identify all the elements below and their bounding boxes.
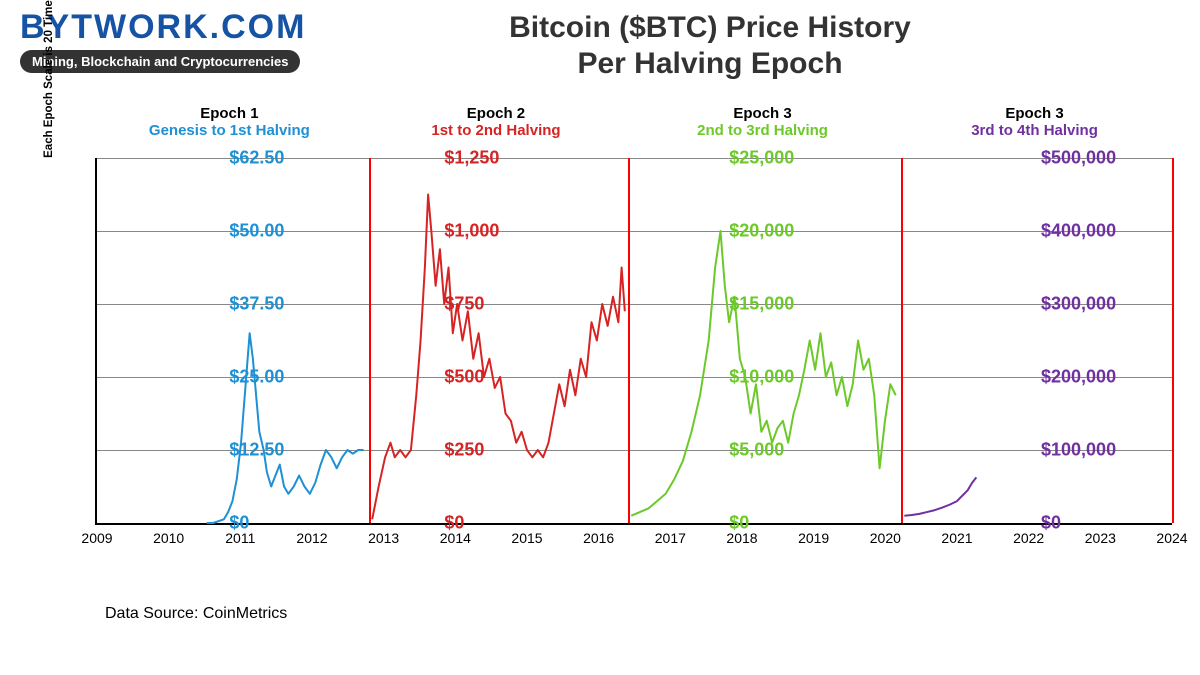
data-source: Data Source: CoinMetrics xyxy=(105,605,287,623)
epoch-header: Epoch 33rd to 4th Halving xyxy=(935,105,1135,139)
epoch-name: Epoch 1 xyxy=(129,105,329,122)
plot-region: 2009201020112012201320142015201620172018… xyxy=(95,158,1172,525)
scale-label: $300,000 xyxy=(1041,294,1116,315)
scale-label: $1,250 xyxy=(444,148,499,169)
epoch-name: Epoch 3 xyxy=(663,105,863,122)
scale-label: $15,000 xyxy=(729,294,794,315)
x-tick: 2016 xyxy=(583,530,614,546)
epoch-header: Epoch 32nd to 3rd Halving xyxy=(663,105,863,139)
scale-label: $0 xyxy=(729,513,749,534)
scale-label: $25,000 xyxy=(729,148,794,169)
scale-label: $100,000 xyxy=(1041,440,1116,461)
scale-label: $200,000 xyxy=(1041,367,1116,388)
epoch-subtitle: 2nd to 3rd Halving xyxy=(663,122,863,139)
x-tick: 2010 xyxy=(153,530,184,546)
price-line xyxy=(904,477,976,515)
scale-label: $0 xyxy=(229,513,249,534)
scale-label: $500,000 xyxy=(1041,148,1116,169)
x-tick: 2023 xyxy=(1085,530,1116,546)
x-tick: 2015 xyxy=(511,530,542,546)
scale-label: $10,000 xyxy=(729,367,794,388)
x-tick: 2017 xyxy=(655,530,686,546)
scale-label: $50.00 xyxy=(229,221,284,242)
x-tick: 2009 xyxy=(81,530,112,546)
epoch-name: Epoch 2 xyxy=(396,105,596,122)
epoch-header: Epoch 21st to 2nd Halving xyxy=(396,105,596,139)
header: BYTWORK.COM Mining, Blockchain and Crypt… xyxy=(0,0,1200,82)
x-tick: 2020 xyxy=(870,530,901,546)
epoch-subtitle: 1st to 2nd Halving xyxy=(396,122,596,139)
chart-title-block: Bitcoin ($BTC) Price History Per Halving… xyxy=(360,10,1180,82)
price-line xyxy=(372,195,625,520)
scale-label: $25.00 xyxy=(229,367,284,388)
epoch-separator xyxy=(1172,158,1174,523)
scale-label: $750 xyxy=(444,294,484,315)
x-tick: 2022 xyxy=(1013,530,1044,546)
logo-block: BYTWORK.COM Mining, Blockchain and Crypt… xyxy=(20,10,360,73)
epoch-subtitle: Genesis to 1st Halving xyxy=(129,122,329,139)
scale-label: $0 xyxy=(1041,513,1061,534)
logo-subtitle: Mining, Blockchain and Cryptocurrencies xyxy=(20,50,300,73)
scale-label: $0 xyxy=(444,513,464,534)
scale-label: $37.50 xyxy=(229,294,284,315)
y-axis-label: Each Epoch Scale is 20 Times Larger Than… xyxy=(43,0,55,170)
chart-area: Each Epoch Scale is 20 Times Larger Than… xyxy=(95,110,1170,560)
scale-label: $1,000 xyxy=(444,221,499,242)
epoch-header: Epoch 1Genesis to 1st Halving xyxy=(129,105,329,139)
chart-title-line2: Per Halving Epoch xyxy=(360,46,1060,82)
scale-label: $12.50 xyxy=(229,440,284,461)
x-tick: 2021 xyxy=(941,530,972,546)
scale-label: $20,000 xyxy=(729,221,794,242)
epoch-name: Epoch 3 xyxy=(935,105,1135,122)
scale-label: $400,000 xyxy=(1041,221,1116,242)
x-tick: 2024 xyxy=(1156,530,1187,546)
chart-title-line1: Bitcoin ($BTC) Price History xyxy=(360,10,1060,46)
scale-label: $62.50 xyxy=(229,148,284,169)
logo-main: BYTWORK.COM xyxy=(20,10,360,46)
price-line xyxy=(207,333,364,523)
scale-label: $250 xyxy=(444,440,484,461)
scale-label: $500 xyxy=(444,367,484,388)
scale-label: $5,000 xyxy=(729,440,784,461)
price-lines-svg xyxy=(97,158,1172,523)
x-tick: 2013 xyxy=(368,530,399,546)
x-tick: 2012 xyxy=(296,530,327,546)
epoch-subtitle: 3rd to 4th Halving xyxy=(935,122,1135,139)
x-tick: 2019 xyxy=(798,530,829,546)
